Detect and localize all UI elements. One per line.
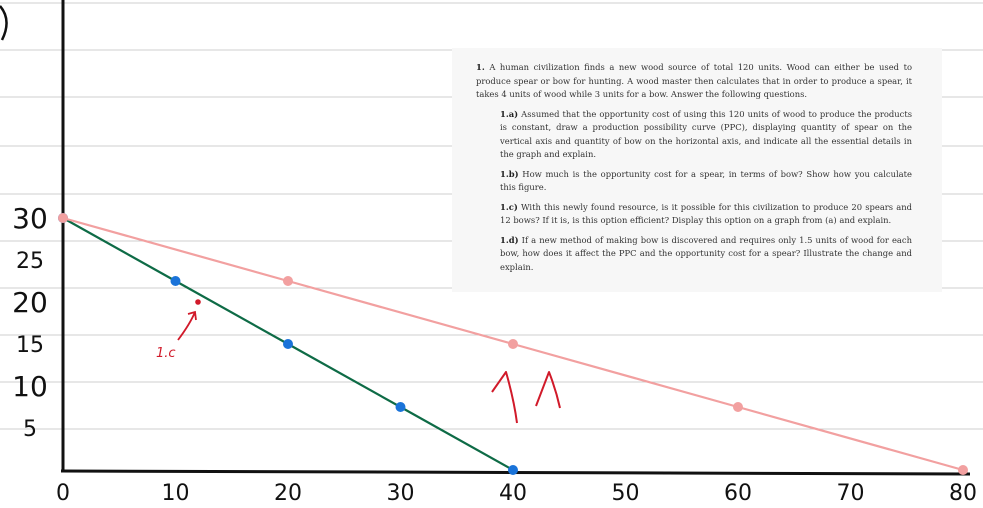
annotation-arrowhead (187, 310, 197, 321)
y-tick-label: 15 (16, 333, 44, 358)
series-point-0 (283, 339, 293, 349)
series-point-1 (508, 339, 518, 349)
question-part-a: 1.a) Assumed that the opportunity cost o… (500, 108, 912, 160)
series-point-1 (958, 465, 968, 475)
question-part-d: 1.d) If a new method of making bow is di… (500, 234, 912, 272)
series-point-0 (508, 465, 518, 475)
x-tick-label: 60 (724, 481, 752, 506)
annotation-arrow (177, 311, 196, 341)
tick-labels: 0 10 20 30 40 50 60 70 80 5 10 15 20 25 30 (12, 202, 977, 506)
series-point-0 (395, 402, 406, 412)
y-tick-label: 5 (23, 417, 37, 442)
x-tick-label: 40 (499, 481, 527, 506)
series-point-1 (283, 276, 293, 286)
annotation-label: 1.c (156, 346, 176, 361)
y-tick-label: 30 (12, 202, 48, 235)
y-tick-label: 25 (16, 249, 44, 274)
question-intro: 1. A human civilization finds a new wood… (476, 62, 913, 99)
x-tick-label: 10 (162, 481, 190, 506)
annotations: 1.c (156, 299, 561, 424)
x-tick-label: 70 (837, 481, 865, 506)
series-point-1 (733, 402, 743, 412)
series-layer (58, 213, 968, 475)
y-tick-label: 10 (12, 370, 48, 403)
x-tick-label: 0 (56, 481, 70, 506)
series-point-0 (170, 276, 181, 286)
x-tick-label: 30 (387, 481, 415, 506)
question-part-b: 1.b) How much is the opportunity cost fo… (500, 168, 912, 193)
y-tick-label: 20 (12, 286, 48, 319)
annotation-point (195, 299, 201, 305)
shift-arrow (491, 371, 518, 424)
bracket-mark (0, 5, 8, 41)
problem-card: 1. A human civilization finds a new wood… (452, 48, 942, 292)
x-tick-label: 20 (274, 481, 302, 506)
series-point-1 (58, 213, 68, 223)
shift-arrow (535, 371, 561, 409)
question-part-c: 1.c) With this newly found resource, is … (500, 201, 912, 226)
x-tick-label: 80 (949, 481, 977, 506)
x-tick-label: 50 (612, 481, 640, 506)
